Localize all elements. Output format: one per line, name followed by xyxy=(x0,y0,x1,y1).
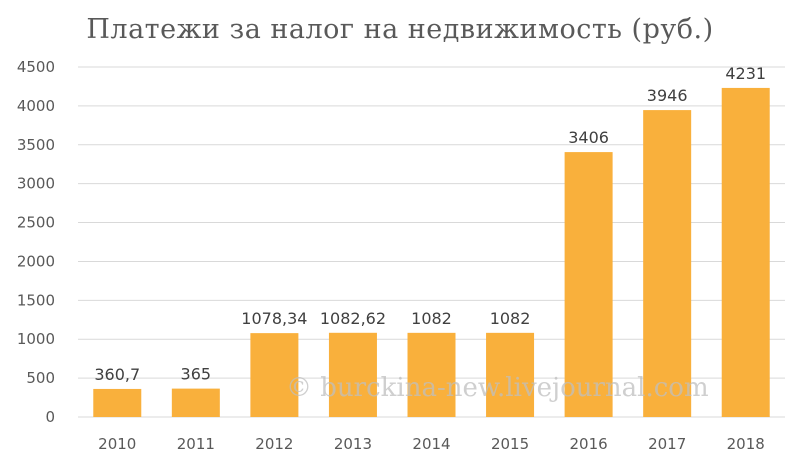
y-tick-label: 0 xyxy=(45,408,55,426)
y-tick-label: 4500 xyxy=(17,58,55,76)
x-tick-label: 2016 xyxy=(570,435,608,453)
x-tick-label: 2017 xyxy=(648,435,686,453)
bar xyxy=(171,388,220,417)
y-tick-label: 2500 xyxy=(17,214,55,232)
x-tick-label: 2010 xyxy=(98,435,136,453)
bar xyxy=(328,332,377,417)
data-label: 1082 xyxy=(490,309,531,328)
y-tick-label: 3000 xyxy=(17,175,55,193)
x-tick-label: 2015 xyxy=(491,435,529,453)
y-tick-label: 1500 xyxy=(17,291,55,309)
y-tick-label: 3500 xyxy=(17,136,55,154)
watermark-text: © burckina-new.livejournal.com xyxy=(286,373,709,403)
x-tick-label: 2014 xyxy=(412,435,450,453)
bar xyxy=(250,333,299,417)
y-tick-label: 2000 xyxy=(17,252,55,270)
y-tick-label: 1000 xyxy=(17,330,55,348)
data-label: 1078,34 xyxy=(241,309,307,328)
data-label: 365 xyxy=(181,365,212,384)
x-tick-label: 2011 xyxy=(177,435,215,453)
x-tick-label: 2018 xyxy=(727,435,765,453)
data-label: 4231 xyxy=(725,64,766,83)
bar xyxy=(564,152,613,418)
x-tick-label: 2012 xyxy=(255,435,293,453)
x-tick-label: 2013 xyxy=(334,435,372,453)
data-label: 1082 xyxy=(411,309,452,328)
data-label: 3406 xyxy=(568,128,609,147)
bar xyxy=(721,87,770,417)
bar xyxy=(407,332,456,417)
data-label: 1082,62 xyxy=(320,309,386,328)
y-tick-label: 4000 xyxy=(17,97,55,115)
y-tick-label: 500 xyxy=(26,369,55,387)
data-label: 360,7 xyxy=(94,365,140,384)
chart-title: Платежи за налог на недвижимость (руб.) xyxy=(86,14,714,45)
bar xyxy=(93,388,142,417)
bar xyxy=(643,110,692,417)
bar xyxy=(486,332,535,417)
data-label: 3946 xyxy=(647,86,688,105)
